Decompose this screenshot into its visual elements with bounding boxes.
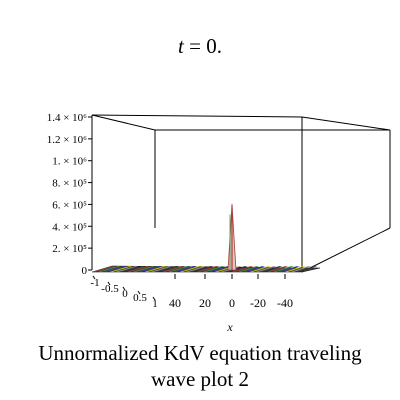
surface-stripe	[179, 266, 202, 272]
surface-stripe	[97, 266, 121, 272]
z-tick-label: 1.2 × 10⁶	[47, 134, 87, 146]
x-tick-label: 20	[199, 296, 211, 310]
surface-stripe	[290, 266, 312, 272]
surface-stripe	[167, 266, 191, 272]
surface-stripe	[261, 266, 283, 272]
y-tick	[137, 290, 141, 295]
figure-caption: Unnormalized KdV equation traveling wave…	[38, 341, 362, 391]
y-tick-label: -1	[90, 277, 99, 289]
surface-stripe	[284, 266, 306, 272]
surface-stripe	[185, 266, 208, 272]
y-tick-label: 1	[152, 298, 158, 310]
chart-title: t = 0.	[0, 34, 400, 59]
surface-stripe	[272, 266, 295, 272]
z-axis: 0 2. × 10⁵ 4. × 10⁵ 6. × 10⁵ 8. × 10⁵ 1. × 10…	[47, 112, 93, 277]
surface-stripe	[127, 266, 150, 272]
surface-stripe	[132, 266, 156, 272]
x-tick-label: 40	[169, 296, 181, 310]
surface-stripe	[255, 266, 277, 272]
surface-stripe	[138, 266, 162, 272]
y-tick-label: 0	[122, 288, 128, 300]
y-tick	[107, 281, 111, 286]
x-tick-label: -40	[277, 296, 293, 310]
surface-stripe	[249, 266, 272, 272]
y-tick	[92, 275, 96, 280]
y-tick-label: 0.5	[133, 292, 147, 304]
z-tick-label: 1. × 10⁶	[52, 156, 87, 168]
z-tick-label: 1.4 × 10⁶	[47, 112, 87, 124]
surface-stripe	[226, 266, 249, 272]
z-tick-label: 0	[82, 265, 88, 277]
box-edge	[91, 114, 156, 131]
surface-stripe	[109, 266, 133, 272]
surface-stripe	[115, 266, 139, 272]
y-axis: -1 -0.5 0 0.5 1	[90, 275, 158, 310]
z-tick-label: 6. × 10⁵	[52, 199, 87, 211]
x-axis: 40 20 0 -20 -40 x	[169, 274, 293, 334]
surface-stripe	[173, 266, 197, 272]
z-tick-label: 4. × 10⁵	[52, 221, 87, 233]
x-tick-label: 0	[229, 296, 235, 310]
surface-stripe	[191, 266, 214, 272]
surface-stripe	[202, 266, 225, 272]
surface-stripe	[232, 266, 254, 272]
box-edge	[91, 114, 303, 118]
surface-stripe	[92, 266, 116, 272]
surface-stripe	[121, 266, 145, 272]
y-tick	[152, 296, 156, 301]
surface-stripe	[243, 266, 266, 272]
z-tick-label: 2. × 10⁵	[52, 243, 87, 255]
surface-stripe	[156, 266, 179, 272]
title-t: t	[178, 34, 184, 58]
surface-floor	[91, 265, 321, 273]
z-tick-label: 8. × 10⁵	[52, 178, 87, 190]
surface-stripe	[237, 266, 260, 272]
y-tick-label: -0.5	[101, 283, 119, 295]
y-tick	[122, 286, 126, 291]
surface-stripe	[296, 266, 318, 272]
surface-stripe	[278, 266, 301, 272]
surface-stripe	[144, 266, 168, 272]
surface-stripe	[103, 266, 127, 272]
surface-stripe	[197, 266, 220, 272]
title-rest: = 0.	[183, 34, 222, 58]
surface-stripe	[267, 266, 289, 272]
surface-stripe	[150, 266, 173, 272]
plot-box	[91, 114, 391, 273]
soliton-peak	[227, 204, 237, 271]
box-edge	[301, 227, 391, 273]
box-edge	[301, 116, 391, 131]
x-axis-label: x	[226, 320, 233, 334]
surface-stripe	[162, 266, 185, 272]
surface-stripe	[208, 266, 231, 272]
x-tick-label: -20	[250, 296, 266, 310]
